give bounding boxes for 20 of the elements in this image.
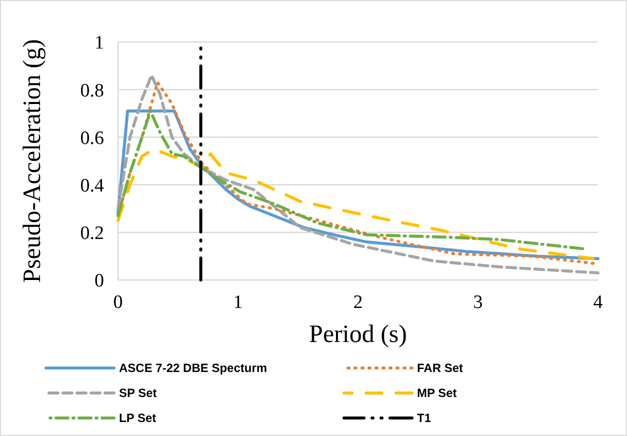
y-tick-label: 0	[94, 270, 104, 292]
legend-label: T1	[417, 411, 432, 426]
x-tick-label: 4	[593, 292, 604, 313]
legend-label: SP Set	[119, 386, 157, 400]
x-axis-title: Period (s)	[309, 321, 407, 348]
y-tick-label: 0.4	[80, 175, 104, 196]
x-tick-label: 2	[353, 292, 363, 313]
legend-label: ASCE 7-22 DBE Specturm	[119, 361, 268, 376]
y-tick-label: 0.8	[80, 80, 104, 102]
legend-label: MP Set	[417, 386, 457, 400]
legend-label: LP Set	[119, 411, 156, 426]
y-tick-label: 0.2	[80, 223, 104, 244]
line-series	[116, 148, 595, 260]
legend-label: FAR Set	[417, 361, 464, 376]
x-tick-label: 3	[473, 292, 483, 313]
x-tick-label: 1	[233, 292, 243, 313]
y-tick-label: 0.6	[80, 128, 104, 149]
y-tick-label: 1	[94, 32, 104, 54]
x-tick-label: 0	[113, 292, 123, 313]
y-axis-title: Pseudo-Acceleration (g)	[19, 39, 46, 283]
